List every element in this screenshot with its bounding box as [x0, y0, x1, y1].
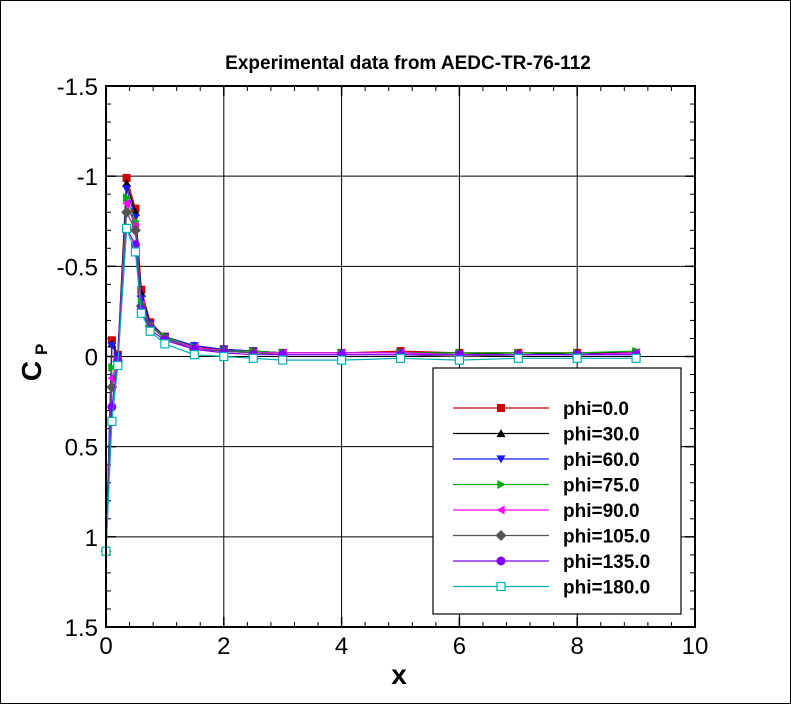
y-axis-label-main: C — [16, 361, 47, 381]
legend-item: phi=30.0 — [453, 425, 640, 446]
legend-label: phi=30.0 — [563, 425, 640, 446]
y-tick-label: 0 — [85, 345, 98, 372]
legend-label: phi=180.0 — [563, 578, 650, 599]
y-axis-label: C P — [16, 344, 51, 381]
data-point — [122, 185, 132, 194]
y-tick-label: 0.5 — [65, 435, 98, 462]
x-tick-label: 8 — [571, 633, 584, 660]
legend-swatch-marker — [496, 455, 506, 464]
series-line — [105, 228, 637, 552]
data-point — [122, 198, 131, 208]
data-point — [572, 353, 582, 363]
legend-swatch-marker — [496, 581, 506, 592]
y-tick-label: 1 — [85, 525, 98, 552]
legend-item: phi=105.0 — [453, 527, 650, 548]
data-point — [107, 402, 117, 412]
y-tick-label: -1.5 — [57, 74, 98, 101]
data-point — [108, 362, 117, 372]
y-tick-label: -0.5 — [57, 254, 98, 281]
legend-swatch-marker — [497, 404, 505, 412]
legend-label: phi=60.0 — [563, 450, 640, 471]
data-point — [130, 247, 141, 257]
legend: phi=0.0 phi=30.0 phi=60.0 phi=75.0 phi=90.0 p… — [432, 367, 682, 615]
legend-swatch-marker — [497, 480, 506, 489]
legend-swatch-marker — [496, 556, 506, 566]
data-point — [278, 355, 288, 365]
data-point — [219, 351, 229, 362]
legend-swatch-marker — [495, 530, 507, 541]
data-point — [122, 178, 132, 187]
data-point — [145, 326, 155, 336]
data-point — [513, 353, 523, 363]
legend-item: phi=0.0 — [453, 399, 629, 420]
series-line — [105, 209, 637, 552]
data-point — [337, 355, 347, 365]
x-axis-label: x — [391, 659, 407, 690]
data-point — [160, 339, 170, 349]
legend-swatch-marker — [496, 505, 505, 515]
data-point — [107, 342, 117, 351]
legend-item: phi=60.0 — [453, 450, 640, 471]
data-point — [122, 173, 131, 182]
data-point — [107, 416, 117, 427]
y-tick-label: 1.5 — [65, 615, 98, 642]
data-point — [123, 193, 132, 203]
x-tick-label: 4 — [335, 633, 348, 660]
y-tick-label: -1 — [77, 164, 98, 191]
x-tick-label: 10 — [682, 633, 709, 660]
data-point — [248, 353, 258, 363]
data-point — [454, 355, 464, 365]
data-point — [113, 360, 123, 371]
grid — [106, 86, 695, 627]
data-point — [136, 308, 146, 318]
chart-title: Experimental data from AEDC-TR-76-112 — [225, 53, 591, 74]
legend-label: phi=0.0 — [563, 399, 629, 420]
legend-label: phi=105.0 — [563, 527, 650, 548]
legend-label: phi=75.0 — [563, 476, 640, 497]
y-axis-label-subscript: P — [32, 344, 51, 355]
legend-item: phi=135.0 — [453, 552, 650, 573]
legend-item: phi=90.0 — [453, 501, 640, 522]
data-point — [631, 353, 641, 363]
legend-label: phi=90.0 — [563, 501, 640, 522]
legend-item: phi=180.0 — [453, 578, 650, 599]
tick-labels: 0 2 4 6 8 10 -1.5 -1 -0.5 0 0.5 1 1.5 — [57, 74, 709, 660]
plot-area-border — [105, 85, 696, 628]
data-point — [189, 350, 199, 360]
series-layer — [100, 173, 642, 557]
legend-swatch-marker — [496, 429, 506, 438]
legend-label: phi=135.0 — [563, 552, 650, 573]
x-tick-label: 0 — [99, 633, 112, 660]
data-point — [122, 223, 132, 234]
x-tick-label: 6 — [453, 633, 466, 660]
x-tick-label: 2 — [217, 633, 230, 660]
data-point — [121, 206, 133, 218]
legend-item: phi=75.0 — [453, 476, 640, 497]
data-point — [395, 353, 406, 363]
legend-box — [432, 367, 682, 615]
data-point — [129, 224, 141, 236]
